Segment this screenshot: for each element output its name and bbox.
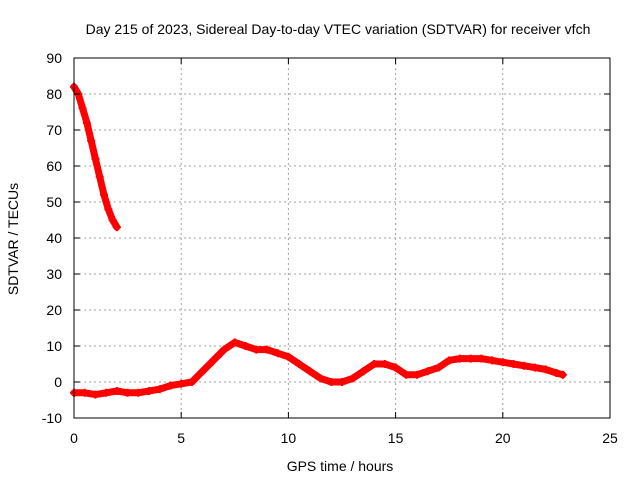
data-point xyxy=(434,363,443,372)
series-line-2 xyxy=(70,338,567,399)
y-tick-label: 80 xyxy=(46,86,62,102)
data-point xyxy=(305,367,314,376)
data-point xyxy=(488,356,497,365)
data-point xyxy=(252,345,261,354)
data-point xyxy=(327,378,336,386)
x-tick-label: 5 xyxy=(177,430,185,446)
y-tick-label: 50 xyxy=(46,194,62,210)
data-point xyxy=(108,216,117,224)
data-point xyxy=(145,387,154,395)
data-point xyxy=(413,370,422,379)
data-point xyxy=(80,388,89,397)
data-point xyxy=(112,387,121,395)
y-tick-label: 10 xyxy=(46,338,62,354)
data-point xyxy=(391,363,400,372)
data-point xyxy=(477,354,486,363)
data-point xyxy=(220,345,229,354)
data-point xyxy=(509,360,518,368)
data-point xyxy=(558,370,567,379)
y-tick-label: 60 xyxy=(46,158,62,174)
data-point xyxy=(348,374,357,383)
y-axis-label: SDTVAR / TECUs xyxy=(5,183,21,295)
data-point xyxy=(455,354,464,363)
data-point xyxy=(316,374,325,383)
data-point xyxy=(102,388,111,397)
y-tick-label: 90 xyxy=(46,50,62,66)
data-point xyxy=(530,363,539,372)
data-point xyxy=(177,379,186,388)
data-point xyxy=(230,338,239,347)
y-tick-label: 40 xyxy=(46,230,62,246)
data-point xyxy=(262,345,271,354)
data-point xyxy=(112,223,121,232)
data-point xyxy=(87,136,96,145)
data-layer xyxy=(70,82,567,399)
data-point xyxy=(241,342,250,350)
data-point xyxy=(445,356,454,365)
x-axis-label: GPS time / hours xyxy=(287,458,394,474)
data-point xyxy=(209,356,218,365)
y-tick-label: -10 xyxy=(42,410,62,426)
data-point xyxy=(380,360,389,368)
data-point xyxy=(552,369,561,377)
data-point xyxy=(123,388,132,397)
x-tick-label: 0 xyxy=(70,430,78,446)
data-point xyxy=(402,370,411,379)
y-tick-label: 20 xyxy=(46,302,62,318)
data-point xyxy=(104,205,113,214)
data-point xyxy=(284,352,293,361)
data-point xyxy=(166,381,175,390)
data-point xyxy=(91,390,100,399)
x-tick-label: 20 xyxy=(495,430,511,446)
data-point xyxy=(498,358,507,367)
y-tick-label: 30 xyxy=(46,266,62,282)
data-point xyxy=(520,361,529,370)
y-tick-label: 0 xyxy=(54,374,62,390)
data-point xyxy=(82,118,91,127)
data-point xyxy=(338,378,346,386)
chart-title: Day 215 of 2023, Sidereal Day-to-day VTE… xyxy=(86,21,591,37)
data-point xyxy=(78,104,87,113)
data-point xyxy=(134,388,143,397)
y-tick-label: 70 xyxy=(46,122,62,138)
data-point xyxy=(155,385,164,394)
x-tick-label: 15 xyxy=(388,430,404,446)
data-point xyxy=(359,367,368,376)
data-point xyxy=(95,172,104,181)
data-point xyxy=(187,378,196,386)
x-tick-label: 25 xyxy=(602,430,618,446)
data-point xyxy=(91,154,100,163)
x-tick-label: 10 xyxy=(281,430,297,446)
grid xyxy=(74,58,610,418)
data-point xyxy=(100,190,109,199)
data-point xyxy=(466,354,475,363)
data-point xyxy=(295,360,304,368)
data-point xyxy=(273,349,282,358)
data-point xyxy=(370,360,379,368)
data-point xyxy=(198,367,207,376)
data-point xyxy=(423,367,432,376)
ticks: 0 5 10 15 20 25 -10 0 10 20 30 40 50 60 70 80 90 xyxy=(42,50,618,446)
data-point xyxy=(541,365,550,374)
